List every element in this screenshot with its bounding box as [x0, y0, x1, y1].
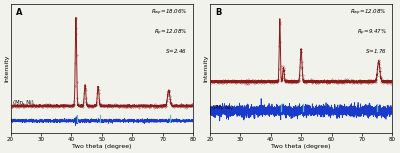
Text: (Mn, Ni): (Mn, Ni) [13, 100, 34, 105]
X-axis label: Two theta (degree): Two theta (degree) [271, 144, 331, 149]
Y-axis label: Intensity: Intensity [4, 55, 9, 82]
Text: B: B [215, 8, 222, 17]
Text: $R_{wp}$=18.06%: $R_{wp}$=18.06% [151, 8, 188, 18]
Text: $S$=2.46: $S$=2.46 [166, 47, 188, 55]
Text: $S$=1.76: $S$=1.76 [365, 47, 387, 55]
X-axis label: Two theta (degree): Two theta (degree) [72, 144, 132, 149]
Text: (Mn, Ni): (Mn, Ni) [212, 105, 233, 110]
Y-axis label: Intensity: Intensity [204, 55, 208, 82]
Text: $R_{p}$=9.47%: $R_{p}$=9.47% [357, 27, 387, 38]
Text: $R_{wp}$=12.08%: $R_{wp}$=12.08% [350, 8, 387, 18]
Text: A: A [16, 8, 22, 17]
Text: $R_{p}$=12.08%: $R_{p}$=12.08% [154, 27, 188, 38]
